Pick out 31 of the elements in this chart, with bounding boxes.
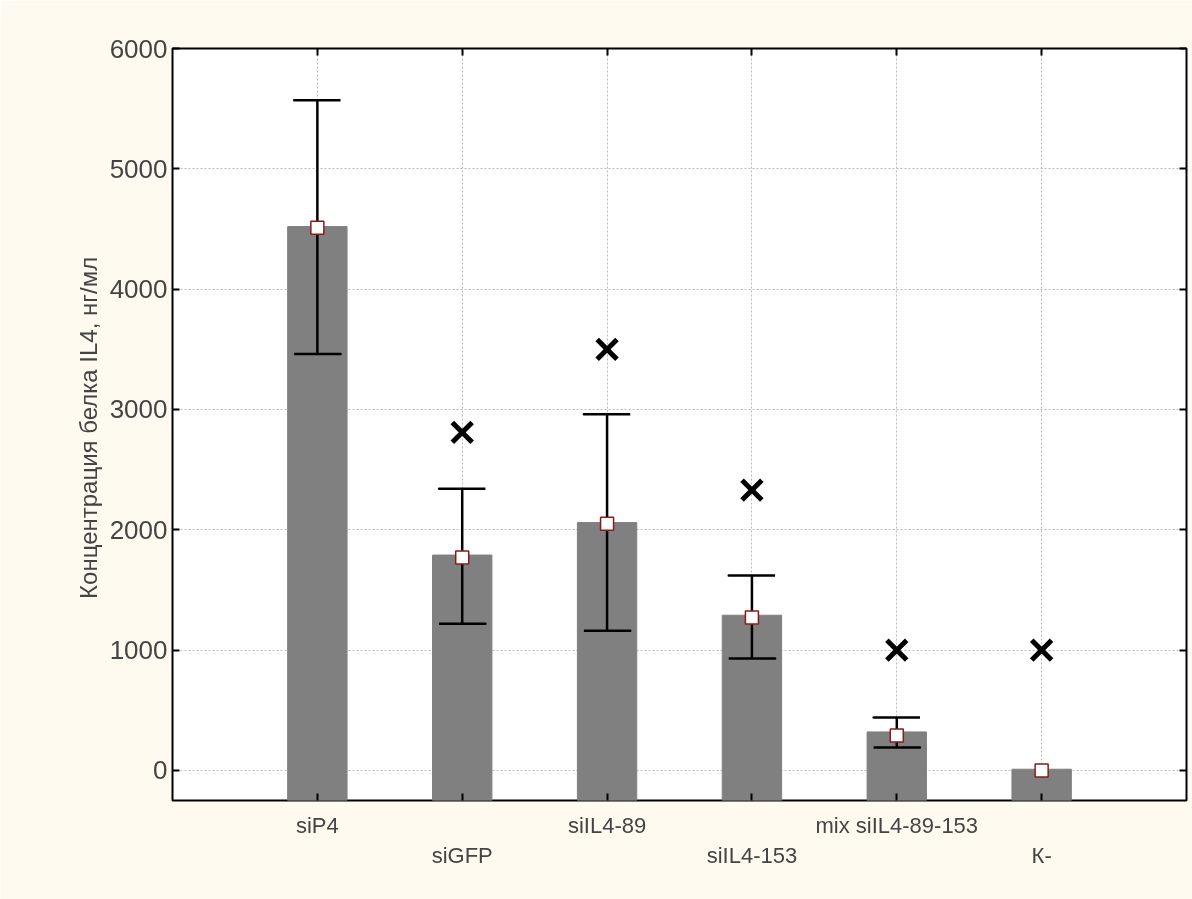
bar	[721, 614, 783, 801]
y-tick-label: 1000	[109, 635, 168, 666]
y-axis-title: Концентрация белка IL4, нг/мл	[74, 256, 102, 599]
point	[599, 516, 615, 532]
x-tick-label: siGFP	[431, 842, 493, 868]
y-tick-label: 5000	[109, 153, 168, 184]
point	[744, 610, 760, 625]
point	[449, 419, 475, 445]
bar	[432, 554, 493, 801]
point	[739, 477, 765, 503]
y-tick-label: 0	[153, 755, 168, 786]
bar	[1011, 768, 1072, 801]
point	[310, 220, 325, 236]
x-tick-label: siIL4-153	[706, 842, 798, 868]
y-tick-label: 4000	[109, 274, 168, 305]
point	[884, 637, 910, 663]
y-tick-label: 6000	[109, 33, 168, 64]
point	[454, 550, 470, 565]
point	[594, 336, 620, 362]
point	[889, 728, 905, 743]
point	[1029, 637, 1055, 663]
point	[1034, 763, 1049, 778]
x-tick-label: siP4	[295, 812, 339, 838]
bar	[576, 522, 638, 801]
bar	[866, 731, 927, 801]
y-tick-label: 2000	[109, 514, 168, 545]
bar	[287, 226, 348, 801]
x-tick-label: К-	[1031, 842, 1052, 868]
y-tick-label: 3000	[109, 394, 168, 425]
x-tick-label: mix siIL4-89-153	[815, 812, 979, 838]
x-tick-label: siIL4-89	[567, 812, 647, 838]
